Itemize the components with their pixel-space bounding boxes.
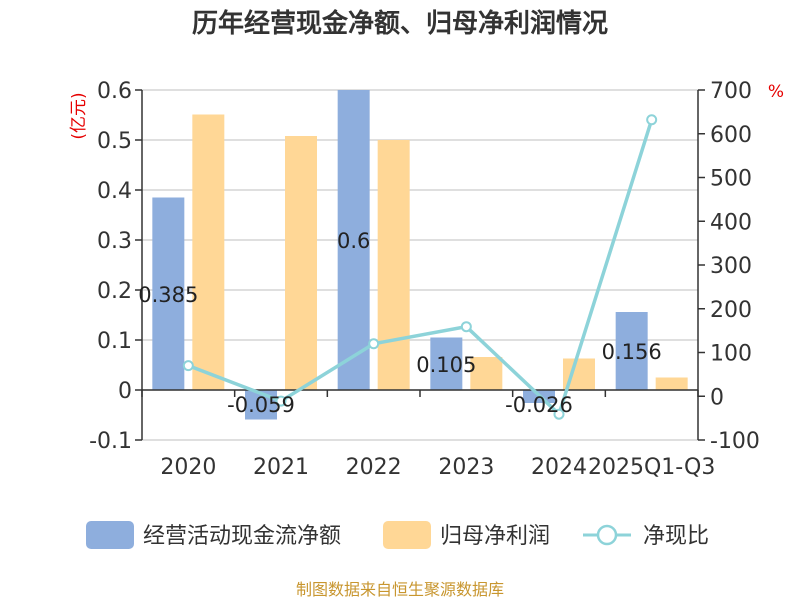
left-axis-unit: (亿元) — [69, 92, 89, 139]
left-axis-tick-label: 0.5 — [97, 129, 132, 154]
right-axis-unit: % — [768, 82, 784, 102]
cashflow-data-label: 0.105 — [416, 353, 476, 377]
category-label: 2024 — [531, 455, 587, 480]
right-axis-tick-label: -100 — [710, 429, 760, 454]
category-label: 2025Q1-Q3 — [588, 455, 715, 480]
legend-label-profit: 归母净利润 — [440, 524, 550, 549]
ratio-point — [368, 338, 380, 350]
left-axis-tick-label: -0.1 — [89, 429, 132, 454]
ratio-point — [553, 408, 565, 420]
ratio-point — [182, 360, 194, 372]
left-axis-tick-label: 0.1 — [97, 329, 132, 354]
axes: -0.1 0 0.1 0.2 0.3 0.4 0.5 0.6 -100 0 100 200 300 400… — [89, 79, 760, 480]
right-axis-tick-label: 400 — [710, 210, 752, 235]
legend-swatch-cashflow — [86, 521, 134, 549]
right-axis-tick-label: 700 — [710, 79, 752, 104]
ratio-series-line — [187, 119, 654, 418]
right-axis-tick-label: 200 — [710, 298, 752, 323]
ratio-point — [275, 395, 287, 407]
right-axis-tick-label: 300 — [710, 254, 752, 279]
right-axis-tick-label: 0 — [710, 385, 724, 410]
left-axis-tick-label: 0.4 — [97, 179, 132, 204]
bar-net-profit — [470, 357, 503, 390]
right-axis-tick-label: 500 — [710, 167, 752, 192]
cashflow-data-label: 0.156 — [602, 340, 662, 364]
cashflow-data-label: -0.026 — [505, 393, 573, 417]
left-axis-tick-label: 0.6 — [97, 79, 132, 104]
bar-net-profit — [285, 136, 317, 390]
bar-net-profit — [377, 140, 410, 390]
cashflow-data-label: 0.385 — [138, 283, 198, 307]
right-axis-tick-label: 600 — [710, 123, 752, 148]
bar-net-profit — [192, 114, 225, 390]
bar-cashflow — [430, 337, 463, 390]
category-label: 2022 — [346, 455, 402, 480]
bar-cashflow — [337, 90, 370, 390]
left-axis-tick-label: 0.2 — [97, 279, 132, 304]
left-axis-tick-label: 0.3 — [97, 229, 132, 254]
ratio-point — [460, 321, 472, 333]
source-note: 制图数据来自恒生聚源数据库 — [296, 580, 504, 599]
left-axis-tick-label: 0 — [118, 379, 132, 404]
ratio-line — [182, 114, 658, 420]
bars — [152, 90, 688, 420]
category-label: 2023 — [438, 455, 494, 480]
bar-net-profit — [655, 377, 688, 390]
legend-label-cashflow: 经营活动现金流净额 — [143, 524, 341, 549]
bar-cashflow — [152, 197, 185, 390]
legend-swatch-ratio-marker — [596, 524, 618, 546]
ratio-point — [646, 114, 658, 126]
chart-title: 历年经营现金净额、归母净利润情况 — [192, 8, 608, 39]
legend: 经营活动现金流净额 归母净利润 净现比 — [86, 521, 709, 549]
category-label: 2020 — [160, 455, 216, 480]
legend-swatch-profit — [383, 521, 431, 549]
cashflow-data-label: 0.6 — [337, 229, 370, 253]
grid-lines — [142, 89, 698, 441]
legend-label-ratio: 净现比 — [643, 524, 709, 549]
bar-cashflow — [615, 312, 648, 390]
data-labels: 0.385 -0.059 0.6 0.105 -0.026 0.156 — [138, 229, 661, 417]
category-label: 2021 — [253, 455, 309, 480]
cashflow-data-label: -0.059 — [227, 393, 295, 417]
right-axis-tick-label: 100 — [710, 342, 752, 367]
